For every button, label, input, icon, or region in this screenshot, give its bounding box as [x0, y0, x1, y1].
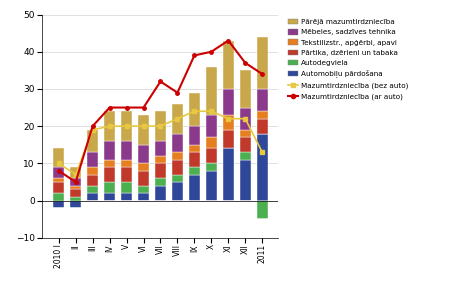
- Bar: [172, 175, 183, 182]
- Bar: [240, 70, 251, 108]
- Bar: [104, 160, 115, 167]
- Bar: [240, 160, 251, 201]
- Bar: [240, 108, 251, 130]
- Bar: [87, 193, 98, 201]
- Bar: [172, 152, 183, 160]
- Legend: Pārējā mazumtirdzniecība, Mēbeles, sadzīves tehnika, Tekstilizstr., apģērbi, apa: Pārējā mazumtirdzniecība, Mēbeles, sadzī…: [287, 18, 409, 100]
- Bar: [104, 182, 115, 193]
- Bar: [155, 186, 166, 201]
- Bar: [223, 41, 234, 89]
- Bar: [70, 178, 81, 186]
- Bar: [223, 130, 234, 148]
- Bar: [206, 171, 217, 201]
- Bar: [257, 37, 268, 89]
- Bar: [189, 145, 200, 152]
- Bar: [53, 148, 64, 167]
- Bar: [240, 130, 251, 137]
- Bar: [104, 167, 115, 182]
- Bar: [223, 115, 234, 130]
- Bar: [172, 134, 183, 152]
- Bar: [172, 160, 183, 175]
- Bar: [53, 201, 64, 208]
- Bar: [257, 119, 268, 134]
- Bar: [138, 171, 149, 186]
- Bar: [257, 89, 268, 111]
- Bar: [189, 93, 200, 126]
- Bar: [121, 160, 132, 167]
- Bar: [121, 193, 132, 201]
- Bar: [70, 167, 81, 178]
- Bar: [257, 111, 268, 119]
- Bar: [155, 141, 166, 156]
- Bar: [223, 89, 234, 115]
- Bar: [257, 201, 268, 219]
- Bar: [121, 182, 132, 193]
- Bar: [206, 67, 217, 115]
- Bar: [189, 152, 200, 167]
- Bar: [240, 137, 251, 152]
- Bar: [53, 167, 64, 178]
- Bar: [104, 141, 115, 160]
- Bar: [206, 148, 217, 163]
- Bar: [189, 126, 200, 145]
- Bar: [189, 167, 200, 175]
- Bar: [155, 156, 166, 163]
- Bar: [53, 182, 64, 193]
- Bar: [240, 152, 251, 160]
- Bar: [87, 130, 98, 152]
- Bar: [87, 167, 98, 175]
- Bar: [104, 111, 115, 141]
- Bar: [257, 134, 268, 201]
- Bar: [206, 115, 217, 137]
- Bar: [87, 186, 98, 193]
- Bar: [223, 148, 234, 201]
- Bar: [121, 141, 132, 160]
- Bar: [70, 197, 81, 201]
- Bar: [121, 167, 132, 182]
- Bar: [155, 163, 166, 178]
- Bar: [189, 175, 200, 201]
- Bar: [70, 186, 81, 189]
- Bar: [138, 145, 149, 163]
- Bar: [138, 115, 149, 145]
- Bar: [70, 201, 81, 208]
- Bar: [155, 111, 166, 141]
- Bar: [104, 193, 115, 201]
- Bar: [206, 137, 217, 148]
- Bar: [138, 186, 149, 193]
- Bar: [87, 152, 98, 167]
- Bar: [155, 178, 166, 186]
- Bar: [138, 163, 149, 171]
- Bar: [206, 163, 217, 171]
- Bar: [138, 193, 149, 201]
- Bar: [53, 178, 64, 182]
- Bar: [53, 193, 64, 201]
- Bar: [70, 189, 81, 197]
- Bar: [87, 175, 98, 186]
- Bar: [121, 111, 132, 141]
- Bar: [172, 104, 183, 134]
- Bar: [172, 182, 183, 201]
